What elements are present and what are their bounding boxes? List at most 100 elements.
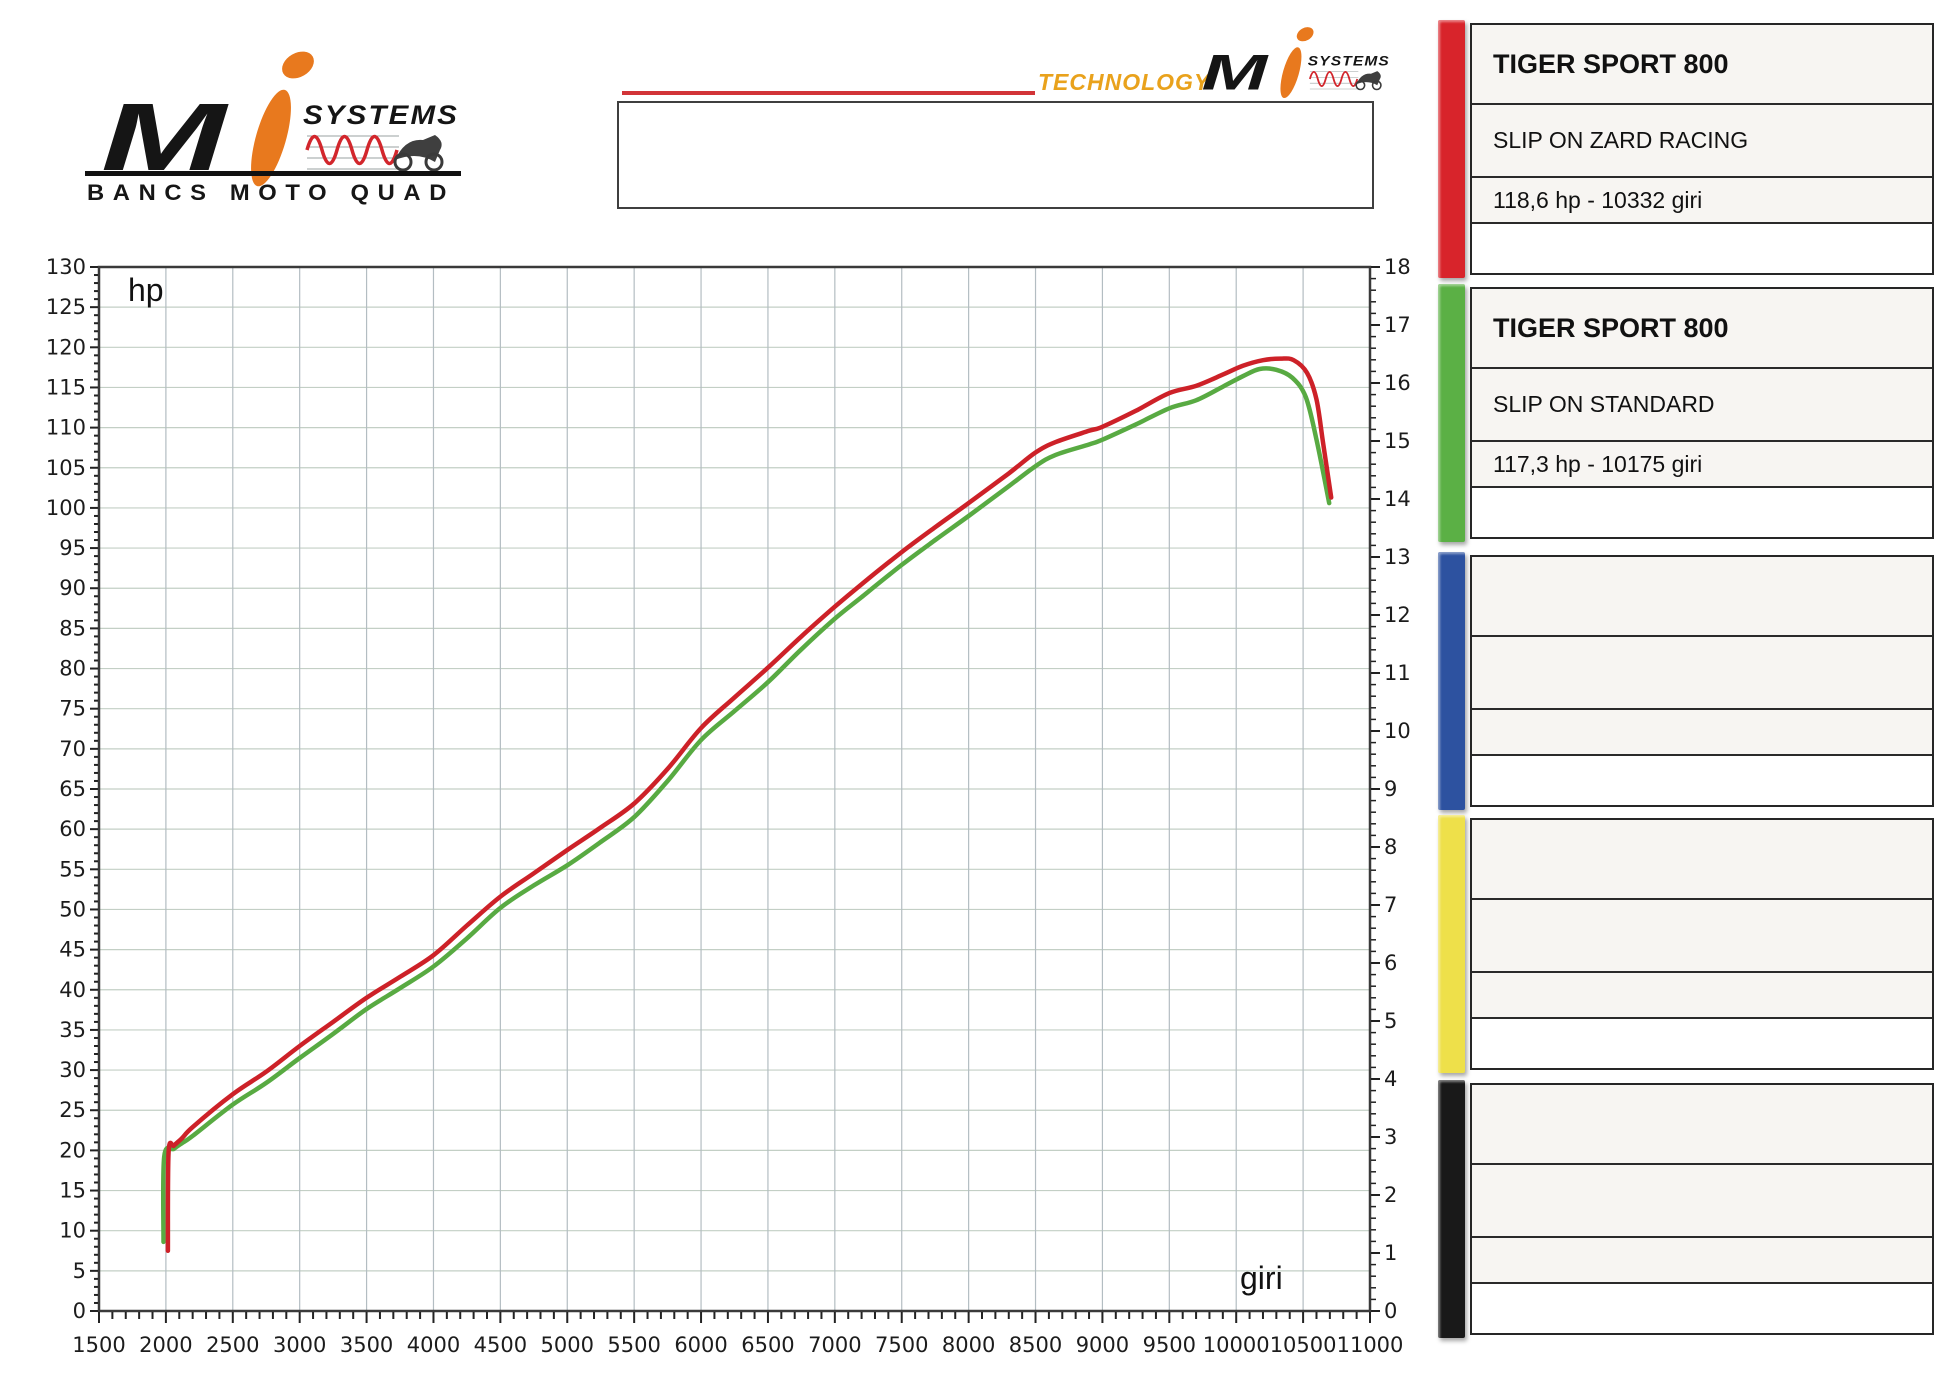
- y-right-tick-label: 9: [1384, 777, 1397, 801]
- y-left-tick-label: 115: [46, 375, 86, 399]
- y-right-tick-label: 6: [1384, 951, 1397, 975]
- card-title: TIGER SPORT 800: [1472, 25, 1932, 105]
- motorcycle-wheel-icon: [1355, 80, 1366, 91]
- x-tick-label: 10000: [1203, 1333, 1270, 1357]
- x-tick-label: 4000: [407, 1333, 460, 1357]
- x-tick-label: 5500: [607, 1333, 660, 1357]
- series-color-bar: [1438, 815, 1465, 1073]
- x-tick-label: 8500: [1009, 1333, 1062, 1357]
- logo-sine-wave: [1309, 70, 1359, 87]
- logo-systems-text: SYSTEMS: [1308, 53, 1390, 69]
- y-left-tick-label: 45: [59, 938, 86, 962]
- series-color-bar: [1438, 284, 1465, 542]
- card-subtitle: [1472, 637, 1932, 710]
- x-tick-label: 7500: [875, 1333, 928, 1357]
- y-left-tick-label: 65: [59, 777, 86, 801]
- y-right-tick-label: 0: [1384, 1299, 1397, 1323]
- y-left-tick-label: 30: [59, 1058, 86, 1082]
- power-curve-slip-on-zard-racing: [165, 356, 1334, 1254]
- result-card: [1470, 555, 1934, 807]
- x-tick-label: 1500: [72, 1333, 125, 1357]
- series-color-bar: [1438, 552, 1465, 810]
- card-title: [1472, 1085, 1932, 1165]
- logo-i-dot: [282, 51, 314, 79]
- y-left-tick-label: 50: [59, 897, 86, 921]
- y-left-tick-label: 80: [59, 657, 86, 681]
- result-card: TIGER SPORT 800 SLIP ON ZARD RACING 118,6 …: [1470, 23, 1934, 275]
- plot-border: [97, 265, 1372, 1313]
- card-empty-row: [1472, 1019, 1932, 1068]
- y-right-tick-label: 11: [1384, 661, 1411, 685]
- y-right-tick-label: 4: [1384, 1067, 1397, 1091]
- result-card: [1470, 818, 1934, 1070]
- y-right-tick-label: 5: [1384, 1009, 1397, 1033]
- x-tick-label: 2000: [139, 1333, 192, 1357]
- card-subtitle: SLIP ON STANDARD: [1472, 369, 1932, 442]
- y-left-tick-label: 60: [59, 817, 86, 841]
- x-tick-label: 7000: [808, 1333, 861, 1357]
- card-title: TIGER SPORT 800: [1472, 289, 1932, 369]
- axis-tick-labels: 0510152025303540455055606570758085909510…: [46, 255, 1411, 1357]
- card-peak-value: [1472, 973, 1932, 1019]
- y-left-tick-label: 0: [73, 1299, 86, 1323]
- card-peak-value: 118,6 hp - 10332 giri: [1472, 178, 1932, 224]
- y-left-tick-label: 25: [59, 1098, 86, 1122]
- y-left-tick-label: 110: [46, 416, 86, 440]
- y-right-tick-label: 10: [1384, 719, 1411, 743]
- header-red-line: [622, 91, 1035, 95]
- y-left-tick-label: 90: [59, 576, 86, 600]
- motorcycle-wheel-icon: [393, 152, 413, 172]
- logo-i-stroke: [251, 89, 291, 187]
- logo-tagline: BANCS MOTO QUAD: [87, 180, 455, 205]
- axis-ticks: [90, 266, 1380, 1323]
- logo-letter-m: M: [1201, 44, 1268, 100]
- x-tick-label: 4500: [474, 1333, 527, 1357]
- y-right-tick-label: 7: [1384, 893, 1397, 917]
- x-tick-label: 6500: [741, 1333, 794, 1357]
- motorcycle-wheel-icon: [1371, 80, 1382, 91]
- y-left-tick-label: 20: [59, 1138, 86, 1162]
- result-card: TIGER SPORT 800 SLIP ON STANDARD 117,3 hp …: [1470, 287, 1934, 539]
- y-left-tick-label: 105: [46, 456, 86, 480]
- card-peak-value: [1472, 1238, 1932, 1284]
- y-left-tick-label: 35: [59, 1018, 86, 1042]
- logo-i-dot: [1296, 27, 1314, 42]
- card-peak-value: 117,3 hp - 10175 giri: [1472, 442, 1932, 488]
- logo-systems-text: SYSTEMS: [303, 100, 459, 130]
- x-tick-label: 3000: [273, 1333, 326, 1357]
- power-curve-slip-on-standard: [160, 366, 1332, 1245]
- y-left-tick-label: 125: [46, 295, 86, 319]
- x-tick-label: 11000: [1337, 1333, 1404, 1357]
- y-left-tick-label: 10: [59, 1219, 86, 1243]
- y-right-tick-label: 16: [1384, 371, 1411, 395]
- series-color-bar: [1438, 1080, 1465, 1338]
- y-left-tick-label: 40: [59, 978, 86, 1002]
- gridlines: [99, 267, 1370, 1311]
- y-left-tick-label: 95: [59, 536, 86, 560]
- motorcycle-wheel-icon: [424, 152, 444, 172]
- card-empty-row: [1472, 488, 1932, 537]
- series-color-bar: [1438, 20, 1465, 278]
- x-tick-label: 5000: [541, 1333, 594, 1357]
- y-right-tick-label: 13: [1384, 545, 1411, 569]
- logo-i-stroke: [1280, 47, 1302, 99]
- y-left-tick-label: 130: [46, 255, 86, 279]
- x-tick-label: 8000: [942, 1333, 995, 1357]
- y-right-tick-label: 14: [1384, 487, 1411, 511]
- card-empty-row: [1472, 1284, 1932, 1333]
- y-right-tick-label: 3: [1384, 1125, 1397, 1149]
- y-right-tick-label: 17: [1384, 313, 1411, 337]
- y-left-tick-label: 55: [59, 857, 86, 881]
- technology-label: TECHNOLOGY: [1038, 69, 1211, 95]
- x-axis-title: giri: [1240, 1260, 1283, 1296]
- logo-divider-bar: [85, 171, 461, 176]
- mi-systems-logo-small: M SYSTEMS: [1201, 27, 1390, 100]
- card-subtitle: [1472, 1165, 1932, 1238]
- card-empty-row: [1472, 756, 1932, 805]
- card-subtitle: [1472, 900, 1932, 973]
- card-empty-row: [1472, 224, 1932, 273]
- y-right-tick-label: 18: [1384, 255, 1411, 279]
- card-title: [1472, 557, 1932, 637]
